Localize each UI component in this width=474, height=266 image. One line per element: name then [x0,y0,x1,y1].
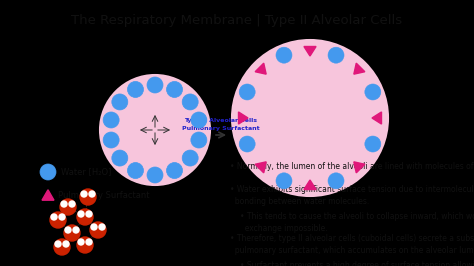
Circle shape [166,81,182,97]
Circle shape [51,214,57,220]
Circle shape [147,167,163,183]
Circle shape [232,40,388,196]
Text: Pulmonary Surfactant: Pulmonary Surfactant [182,126,260,131]
Circle shape [328,47,344,63]
Circle shape [91,224,97,230]
Circle shape [191,132,207,148]
Circle shape [191,112,207,128]
Circle shape [128,81,144,97]
Circle shape [239,136,255,152]
Circle shape [77,209,93,225]
Circle shape [80,189,96,205]
Text: • Therefore, type II alveolar cells (cuboidal cells) secrete a substance called
: • Therefore, type II alveolar cells (cub… [230,234,474,255]
Polygon shape [304,47,316,56]
Circle shape [182,94,198,110]
Text: • Water exhibits significant surface tension due to intermolecular hydrogen
  bo: • Water exhibits significant surface ten… [230,185,474,206]
Polygon shape [255,63,266,74]
Text: • Normally, the lumen of the alveoli are lined with molecules of water, H₂O (●).: • Normally, the lumen of the alveoli are… [230,162,474,171]
Circle shape [69,201,75,207]
Circle shape [54,239,70,255]
Circle shape [103,132,119,148]
Circle shape [73,227,79,233]
Circle shape [40,164,56,180]
Circle shape [112,150,128,166]
Circle shape [64,225,80,241]
Text: Water [H₂O]: Water [H₂O] [61,168,111,177]
Circle shape [276,47,292,63]
Circle shape [276,173,292,189]
Circle shape [100,75,210,185]
Text: • Surfactant prevents a high degree of surface tension allowing preventing
  alv: • Surfactant prevents a high degree of s… [240,261,474,266]
Circle shape [55,241,61,247]
Polygon shape [354,63,365,74]
Text: The Respiratory Membrane | Type II Alveolar Cells: The Respiratory Membrane | Type II Alveo… [72,14,402,27]
Circle shape [239,84,255,100]
Circle shape [86,211,92,217]
Circle shape [60,199,76,215]
Text: • This tends to cause the alveoli to collapse inward, which would make gas
  exc: • This tends to cause the alveoli to col… [240,212,474,233]
Circle shape [50,212,66,228]
Circle shape [78,211,84,217]
Circle shape [61,201,67,207]
Polygon shape [304,180,316,189]
Circle shape [78,239,84,245]
Text: Type II Alveolar Cells: Type II Alveolar Cells [184,118,257,123]
Circle shape [99,224,105,230]
Circle shape [89,191,95,197]
Circle shape [365,136,381,152]
Circle shape [59,214,65,220]
Circle shape [65,227,71,233]
Polygon shape [354,162,365,173]
Text: Pulmonary Surfactant: Pulmonary Surfactant [58,190,149,200]
Circle shape [86,239,92,245]
Circle shape [81,191,87,197]
Circle shape [112,94,128,110]
Polygon shape [255,162,266,173]
Circle shape [63,241,69,247]
Circle shape [128,163,144,178]
Polygon shape [42,190,54,200]
Circle shape [103,112,119,128]
Circle shape [166,163,182,178]
Circle shape [365,84,381,100]
Circle shape [77,237,93,253]
Circle shape [328,173,344,189]
Circle shape [147,77,163,93]
Polygon shape [238,112,248,124]
Polygon shape [372,112,382,124]
Circle shape [90,222,106,238]
Circle shape [182,150,198,166]
